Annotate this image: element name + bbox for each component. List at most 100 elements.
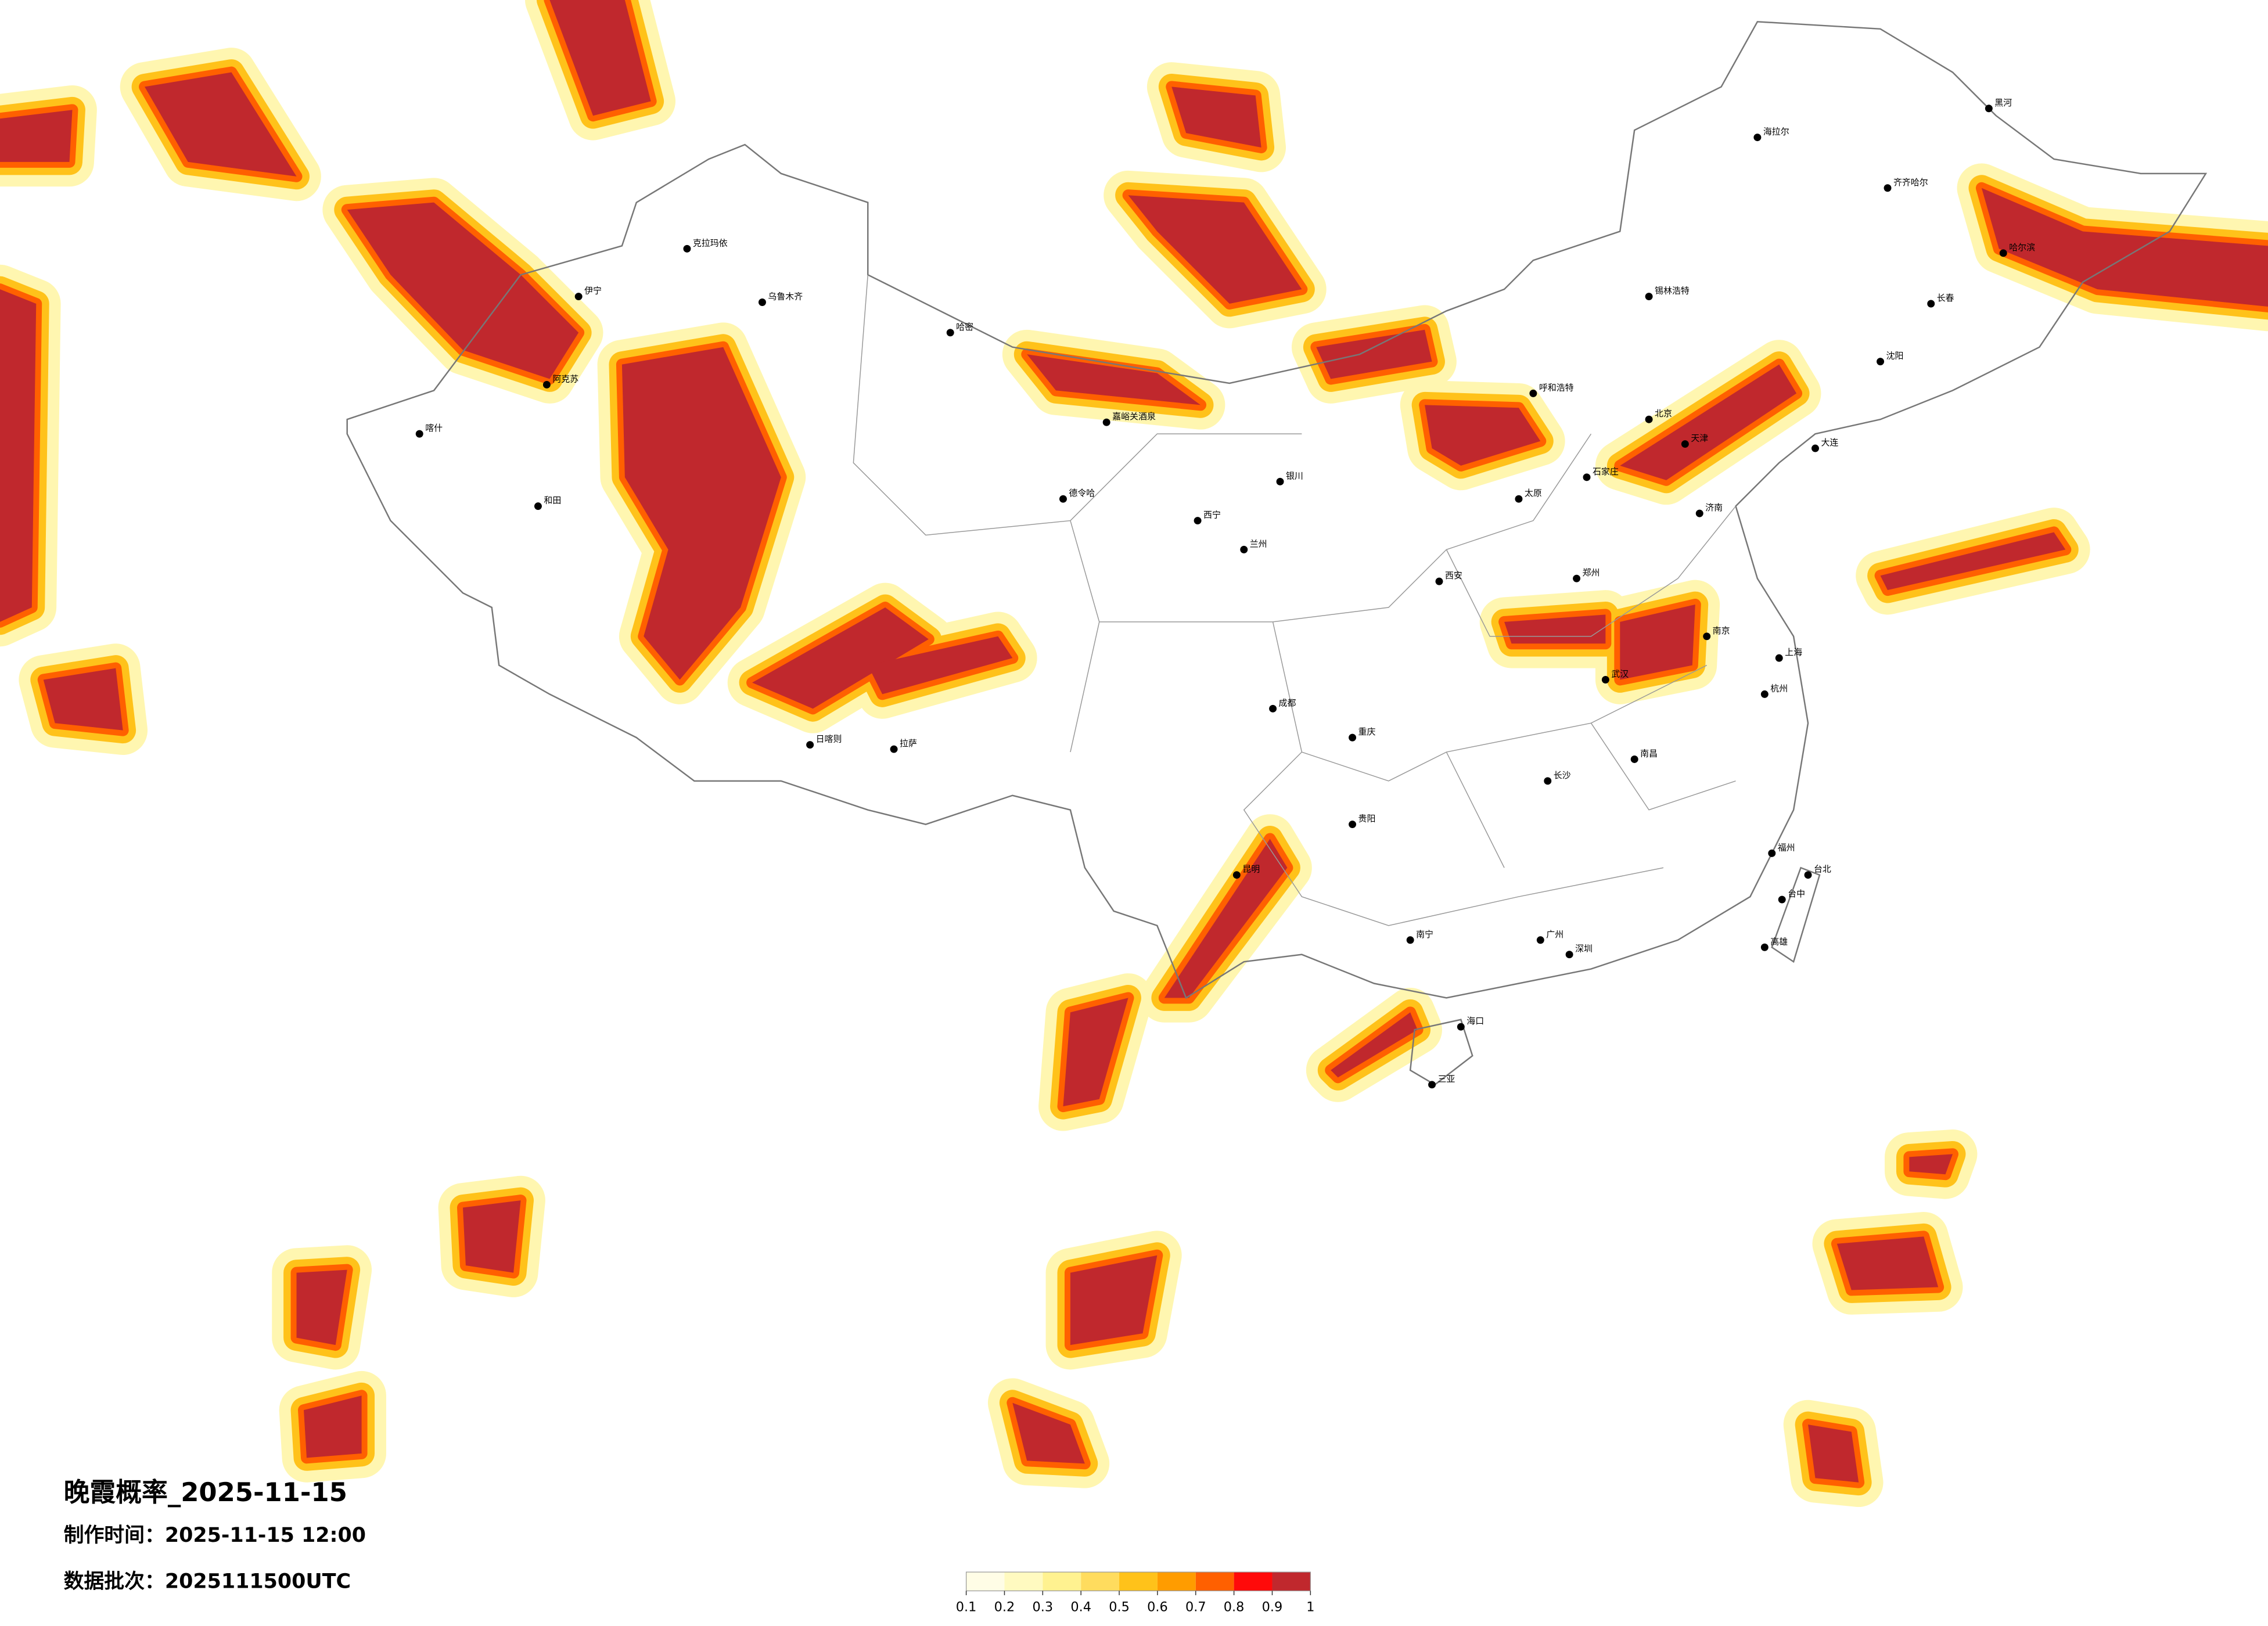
city-dot: [534, 502, 542, 510]
city-label: 郑州: [1583, 567, 1600, 578]
city-label: 哈尔滨: [2009, 242, 2035, 253]
city-label: 北京: [1655, 408, 1672, 419]
city-dot: [574, 293, 583, 301]
colorbar-cell: [1004, 1572, 1043, 1591]
city-dot: [1877, 358, 1885, 366]
city-label: 兰州: [1250, 538, 1267, 549]
city-label: 武汉: [1611, 669, 1629, 679]
colorbar: 0.1 0.2 0.3 0.4 0.5 0.6 0.7 0.8 0.9 1: [956, 1571, 1314, 1614]
city-dot: [1529, 389, 1537, 397]
colorbar-cell: [1195, 1572, 1234, 1591]
city-dot: [1884, 184, 1892, 192]
country-outline: [346, 21, 2208, 999]
city-dot: [1515, 495, 1523, 503]
colorbar-cell: [1272, 1572, 1311, 1591]
city-dot: [1194, 517, 1202, 525]
city-dot: [890, 745, 898, 753]
city-label: 南宁: [1416, 929, 1433, 940]
colorbar-tick-label: 1: [1306, 1599, 1314, 1614]
city-dot: [683, 244, 691, 253]
colorbar-cell: [1081, 1572, 1120, 1591]
city-dot: [1985, 105, 1993, 113]
city-dot: [1645, 415, 1653, 423]
city-label: 贵阳: [1358, 814, 1376, 824]
hainan: [1409, 1019, 1473, 1086]
city-dot: [1927, 300, 1935, 308]
city-label: 石家庄: [1593, 466, 1619, 477]
city-label: 阿克苏: [552, 373, 578, 384]
colorbar-tick-label: 0.9: [1262, 1599, 1283, 1614]
city-label: 大连: [1821, 437, 1838, 448]
colorbar-frame: [965, 1571, 1311, 1592]
colorbar-tick-label: 0.5: [1109, 1599, 1130, 1614]
city-dot: [1681, 440, 1689, 448]
colorbar-tick-label: 0.4: [1070, 1599, 1091, 1614]
city-dot: [1240, 545, 1248, 553]
city-dot: [1232, 871, 1241, 879]
city-label: 广州: [1546, 929, 1563, 940]
city-label: 德令哈: [1069, 488, 1095, 498]
city-label: 克拉玛依: [693, 238, 728, 248]
city-dot: [1544, 777, 1552, 785]
city-label: 呼和浩特: [1539, 382, 1574, 393]
city-dot: [1583, 473, 1591, 481]
colorbar-cell: [1157, 1572, 1196, 1591]
colorbar-cell: [1234, 1572, 1273, 1591]
city-dot: [806, 741, 814, 749]
city-dot: [1778, 895, 1786, 904]
city-dot: [1645, 293, 1653, 301]
colorbar-tick-label: 0.2: [994, 1599, 1015, 1614]
city-label: 日喀则: [816, 734, 842, 744]
city-label: 福州: [1778, 842, 1795, 852]
city-label: 长春: [1937, 293, 1954, 303]
city-dot: [415, 430, 423, 438]
colorbar-tick-label: 0.8: [1224, 1599, 1245, 1614]
colorbar-cell: [966, 1572, 1005, 1591]
city-label: 南京: [1713, 625, 1730, 636]
city-dot: [1349, 821, 1357, 829]
city-dot: [1059, 495, 1067, 503]
colorbar-tick-label: 0.6: [1147, 1599, 1168, 1614]
city-label: 西宁: [1203, 510, 1221, 520]
city-dot: [1573, 574, 1581, 582]
city-label: 沈阳: [1886, 351, 1904, 361]
city-dot: [1406, 936, 1414, 944]
city-dot: [1811, 444, 1819, 452]
city-dot: [1601, 676, 1609, 684]
data-batch: 数据批次：2025111500UTC: [64, 1570, 351, 1593]
city-label: 喀什: [425, 423, 443, 433]
city-dot: [1269, 704, 1277, 713]
city-label: 三亚: [1437, 1074, 1455, 1084]
city-label: 上海: [1785, 647, 1802, 657]
map-title: 晚霞概率_2025-11-15: [64, 1477, 347, 1508]
city-label: 和田: [544, 495, 561, 506]
city-label: 台北: [1814, 864, 1831, 875]
city-label: 南昌: [1640, 748, 1658, 758]
colorbar-tick-label: 0.7: [1185, 1599, 1206, 1614]
city-label: 昆明: [1242, 864, 1260, 875]
city-dot: [1999, 249, 2007, 257]
city-label: 锡林浩特: [1655, 286, 1690, 296]
city-label: 重庆: [1358, 726, 1376, 737]
city-label: 海口: [1467, 1016, 1484, 1026]
city-label: 太原: [1525, 488, 1542, 498]
city-dot: [1768, 849, 1776, 857]
city-label: 齐齐哈尔: [1893, 177, 1928, 188]
city-dot: [1804, 871, 1812, 879]
city-label: 成都: [1279, 697, 1296, 708]
city-dot: [1102, 418, 1110, 426]
colorbar-cell: [1043, 1572, 1081, 1591]
city-label: 台中: [1788, 888, 1805, 899]
city-label: 黑河: [1994, 98, 2012, 108]
city-dot: [1630, 756, 1638, 763]
city-label: 银川: [1286, 470, 1303, 481]
city-label: 深圳: [1575, 944, 1593, 954]
city-label: 长沙: [1554, 770, 1571, 780]
city-label: 济南: [1705, 502, 1723, 513]
city-label: 伊宁: [584, 286, 602, 296]
city-dot: [1703, 632, 1711, 641]
city-dot: [542, 380, 551, 388]
